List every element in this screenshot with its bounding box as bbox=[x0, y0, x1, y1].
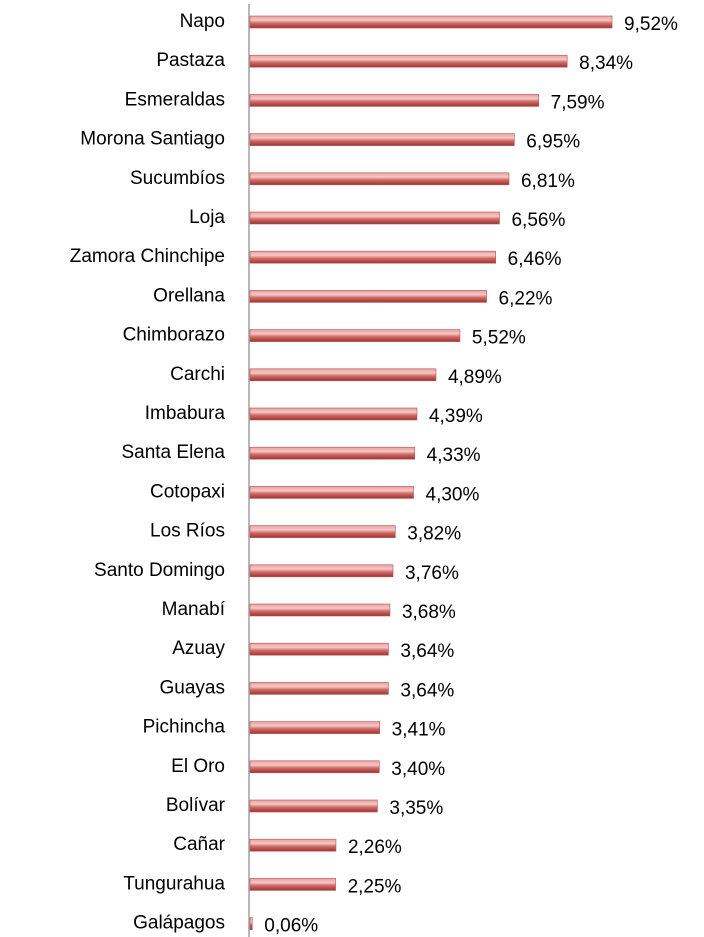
category-label: Tungurahua bbox=[123, 873, 225, 894]
value-label: 2,25% bbox=[348, 876, 402, 897]
bar bbox=[249, 760, 380, 774]
value-label: 9,52% bbox=[624, 14, 678, 35]
bar bbox=[249, 133, 515, 146]
bar bbox=[249, 368, 437, 382]
value-label: 3,64% bbox=[400, 641, 454, 662]
bar bbox=[249, 54, 568, 68]
bar bbox=[249, 290, 487, 303]
value-label: 3,35% bbox=[389, 798, 443, 819]
category-label: Manabí bbox=[162, 599, 226, 620]
category-label: Morona Santiago bbox=[80, 129, 225, 150]
category-label: Guayas bbox=[160, 677, 225, 698]
category-label: Zamora Chinchipe bbox=[70, 246, 225, 267]
bar bbox=[249, 329, 461, 342]
category-label: Napo bbox=[180, 11, 225, 32]
value-label: 3,82% bbox=[407, 524, 461, 545]
category-label: Esmeraldas bbox=[125, 89, 225, 110]
bar bbox=[249, 486, 414, 499]
bar bbox=[249, 94, 539, 107]
bar bbox=[249, 838, 337, 852]
category-label: Galápagos bbox=[133, 913, 225, 934]
bar bbox=[249, 721, 380, 734]
bar bbox=[249, 878, 336, 891]
category-label: Santa Elena bbox=[121, 442, 225, 463]
value-label: 4,33% bbox=[427, 445, 481, 466]
bar bbox=[249, 917, 253, 930]
category-label: Bolívar bbox=[166, 795, 226, 816]
value-label: 6,95% bbox=[526, 132, 580, 153]
value-label: 3,68% bbox=[402, 602, 456, 623]
bar bbox=[249, 446, 415, 460]
value-label: 4,89% bbox=[448, 367, 502, 388]
bar bbox=[249, 603, 391, 617]
value-label: 3,40% bbox=[391, 759, 445, 780]
value-label: 0,06% bbox=[264, 916, 318, 937]
value-label: 4,30% bbox=[426, 484, 480, 505]
value-label: 6,22% bbox=[499, 288, 553, 309]
bar bbox=[249, 250, 496, 264]
category-label: Cotopaxi bbox=[150, 481, 225, 502]
bar bbox=[249, 172, 510, 186]
bar bbox=[249, 564, 394, 578]
category-label: Cañar bbox=[173, 834, 225, 855]
category-label: Pastaza bbox=[156, 50, 225, 71]
category-label: Pichincha bbox=[143, 717, 226, 738]
category-label: Carchi bbox=[170, 364, 225, 385]
category-label: Sucumbíos bbox=[130, 168, 225, 189]
value-label: 7,59% bbox=[551, 92, 605, 113]
value-label: 6,46% bbox=[508, 249, 562, 270]
value-label: 8,34% bbox=[579, 53, 633, 74]
category-label: Loja bbox=[189, 207, 225, 228]
category-label: Orellana bbox=[153, 285, 225, 306]
value-label: 6,56% bbox=[511, 210, 565, 231]
value-label: 3,76% bbox=[405, 563, 459, 584]
value-label: 5,52% bbox=[472, 328, 526, 349]
value-label: 2,26% bbox=[348, 837, 402, 858]
category-label: Imbabura bbox=[145, 403, 226, 424]
category-label: El Oro bbox=[171, 756, 225, 777]
value-label: 3,64% bbox=[400, 680, 454, 701]
category-label: Santo Domingo bbox=[94, 560, 225, 581]
category-label: Los Ríos bbox=[150, 521, 225, 542]
bar bbox=[249, 642, 389, 656]
bar bbox=[249, 799, 378, 813]
value-label: 6,81% bbox=[521, 171, 575, 192]
value-label: 3,41% bbox=[392, 720, 446, 741]
value-label: 4,39% bbox=[429, 406, 483, 427]
category-label: Chimborazo bbox=[123, 325, 225, 346]
category-label: Azuay bbox=[172, 638, 225, 659]
bar bbox=[249, 407, 418, 421]
bar bbox=[249, 525, 396, 538]
bar bbox=[249, 15, 613, 29]
bar bbox=[249, 682, 389, 695]
bar bbox=[249, 211, 500, 225]
